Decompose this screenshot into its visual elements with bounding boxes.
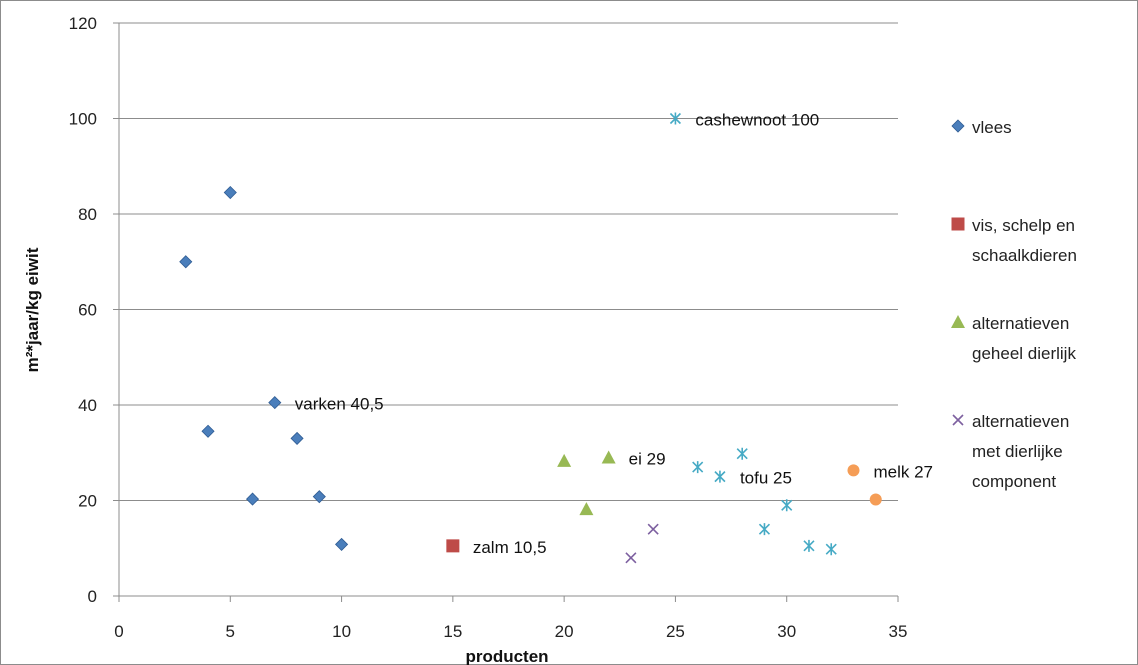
data-point <box>290 431 304 445</box>
legend-entry: alternatieven <box>972 314 1069 333</box>
x-tick-label: 15 <box>443 622 462 641</box>
data-point <box>669 112 681 125</box>
data-point <box>201 424 215 438</box>
legend-marker <box>952 414 964 426</box>
legend-entry: alternatieven <box>972 412 1069 431</box>
legend-marker <box>951 315 965 328</box>
data-point <box>847 464 860 477</box>
data-point <box>625 552 637 564</box>
data-point <box>179 255 193 269</box>
x-tick-label: 30 <box>777 622 796 641</box>
legend-marker <box>951 119 965 133</box>
data-point <box>601 450 616 464</box>
data-point <box>781 499 793 512</box>
data-point <box>446 539 460 553</box>
data-point <box>312 490 326 504</box>
data-point <box>825 543 837 556</box>
data-point <box>245 492 260 506</box>
y-tick-label: 0 <box>88 587 97 606</box>
y-tick-label: 120 <box>69 14 97 33</box>
x-tick-labels: 0 5 10 15 20 25 30 35 <box>114 622 907 641</box>
axes <box>113 22 899 602</box>
data-label: zalm 10,5 <box>473 538 547 557</box>
y-tick-labels: 0 20 40 60 80 100 120 <box>69 14 97 606</box>
legend: vlees vis, schelp en schaalkdieren alternat… <box>951 118 1077 491</box>
y-tick-label: 100 <box>69 110 97 129</box>
data-point <box>803 539 815 552</box>
y-tick-label: 60 <box>78 301 97 320</box>
data-points <box>179 112 882 564</box>
x-tick-label: 35 <box>889 622 908 641</box>
x-tick-label: 20 <box>555 622 574 641</box>
data-point <box>714 470 726 483</box>
data-point <box>869 493 882 506</box>
legend-entry: geheel dierlijk <box>972 344 1076 363</box>
legend-entry: schaalkdieren <box>972 246 1077 265</box>
legend-marker <box>951 217 965 231</box>
y-tick-label: 40 <box>78 396 97 415</box>
gridlines <box>119 22 898 501</box>
data-point <box>758 523 771 536</box>
y-tick-label: 80 <box>78 205 97 224</box>
data-point <box>579 502 594 516</box>
data-point <box>692 461 704 474</box>
legend-entry: component <box>972 472 1056 491</box>
legend-entry: vis, schelp en <box>972 216 1075 235</box>
x-tick-label: 0 <box>114 622 123 641</box>
data-label: cashewnoot 100 <box>695 111 819 130</box>
y-tick-label: 20 <box>78 492 97 511</box>
data-label: ei 29 <box>629 450 666 469</box>
legend-entry: vlees <box>972 118 1012 137</box>
legend-entry: met dierlijke <box>972 442 1063 461</box>
data-point <box>736 447 748 460</box>
x-tick-label: 10 <box>332 622 351 641</box>
x-axis-label: producten <box>465 647 548 665</box>
data-point <box>223 185 237 200</box>
x-tick-label: 5 <box>226 622 235 641</box>
data-label: melk 27 <box>873 462 933 481</box>
data-label: tofu 25 <box>740 469 792 488</box>
data-point <box>557 453 572 467</box>
data-label: varken 40,5 <box>295 395 384 414</box>
data-point <box>268 396 282 410</box>
x-tick-label: 25 <box>666 622 685 641</box>
data-point <box>335 537 349 551</box>
data-labels: varken 40,5 zalm 10,5 ei 29 cashewnoot 100 t… <box>295 111 933 557</box>
data-point <box>647 523 659 535</box>
y-axis-label: m²*jaar/kg eiwit <box>23 247 42 372</box>
